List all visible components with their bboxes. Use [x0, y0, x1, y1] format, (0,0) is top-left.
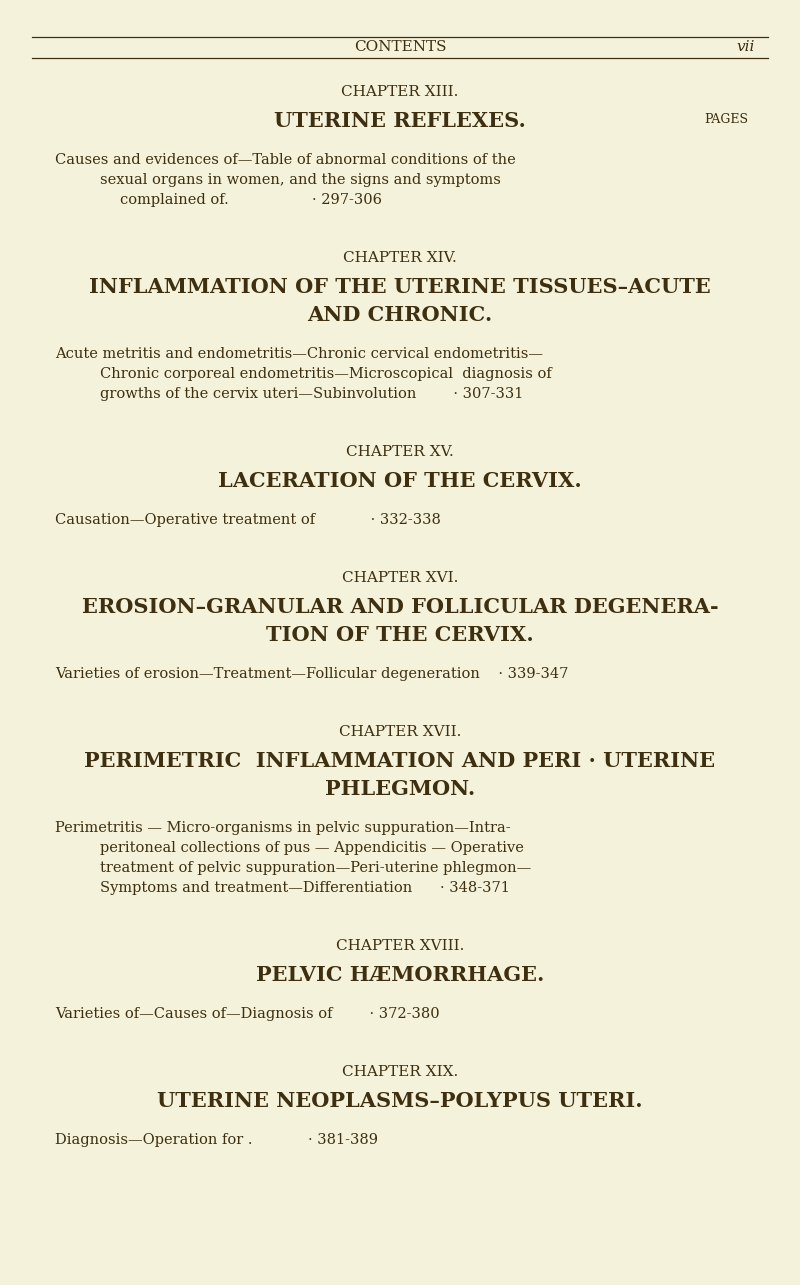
Text: sexual organs in women, and the signs and symptoms: sexual organs in women, and the signs an…: [100, 173, 501, 188]
Text: Causes and evidences of—Table of abnormal conditions of the: Causes and evidences of—Table of abnorma…: [55, 153, 516, 167]
Text: Varieties of erosion—Treatment—Follicular degeneration    · 339-347: Varieties of erosion—Treatment—Follicula…: [55, 667, 568, 681]
Text: Causation—Operative treatment of            · 332-338: Causation—Operative treatment of · 332-3…: [55, 513, 441, 527]
Text: peritoneal collections of pus — Appendicitis — Operative: peritoneal collections of pus — Appendic…: [100, 840, 524, 855]
Text: treatment of pelvic suppuration—Peri-uterine phlegmon—: treatment of pelvic suppuration—Peri-ute…: [100, 861, 531, 875]
Text: TION OF THE CERVIX.: TION OF THE CERVIX.: [266, 625, 534, 645]
Text: CHAPTER XVIII.: CHAPTER XVIII.: [336, 939, 464, 953]
Text: CHAPTER XIII.: CHAPTER XIII.: [342, 85, 458, 99]
Text: AND CHRONIC.: AND CHRONIC.: [307, 305, 493, 325]
Text: UTERINE REFLEXES.: UTERINE REFLEXES.: [274, 111, 526, 131]
Text: Perimetritis — Micro-organisms in pelvic suppuration—Intra-: Perimetritis — Micro-organisms in pelvic…: [55, 821, 510, 835]
Text: PELVIC HÆMORRHAGE.: PELVIC HÆMORRHAGE.: [256, 965, 544, 986]
Text: Acute metritis and endometritis—Chronic cervical endometritis—: Acute metritis and endometritis—Chronic …: [55, 347, 543, 361]
Text: Symptoms and treatment—Differentiation      · 348-371: Symptoms and treatment—Differentiation ·…: [100, 882, 510, 894]
Text: complained of.                  · 297-306: complained of. · 297-306: [120, 193, 382, 207]
Text: growths of the cervix uteri—Subinvolution        · 307-331: growths of the cervix uteri—Subinvolutio…: [100, 387, 523, 401]
Text: PERIMETRIC  INFLAMMATION AND PERI · UTERINE: PERIMETRIC INFLAMMATION AND PERI · UTERI…: [85, 750, 715, 771]
Text: CHAPTER XV.: CHAPTER XV.: [346, 445, 454, 459]
Text: CHAPTER XVI.: CHAPTER XVI.: [342, 571, 458, 585]
Text: CHAPTER XVII.: CHAPTER XVII.: [339, 725, 461, 739]
Text: PHLEGMON.: PHLEGMON.: [325, 779, 475, 799]
Text: Varieties of—Causes of—Diagnosis of        · 372-380: Varieties of—Causes of—Diagnosis of · 37…: [55, 1007, 440, 1022]
Text: LACERATION OF THE CERVIX.: LACERATION OF THE CERVIX.: [218, 472, 582, 491]
Text: EROSION–GRANULAR AND FOLLICULAR DEGENERA-: EROSION–GRANULAR AND FOLLICULAR DEGENERA…: [82, 598, 718, 617]
Text: INFLAMMATION OF THE UTERINE TISSUES–ACUTE: INFLAMMATION OF THE UTERINE TISSUES–ACUT…: [89, 278, 711, 297]
Text: vii: vii: [737, 40, 755, 54]
Text: CONTENTS: CONTENTS: [354, 40, 446, 54]
Text: UTERINE NEOPLASMS–POLYPUS UTERI.: UTERINE NEOPLASMS–POLYPUS UTERI.: [157, 1091, 643, 1112]
Text: Diagnosis—Operation for .            · 381-389: Diagnosis—Operation for . · 381-389: [55, 1133, 378, 1148]
Text: CHAPTER XIV.: CHAPTER XIV.: [343, 251, 457, 265]
Text: PAGES: PAGES: [704, 113, 748, 126]
Text: CHAPTER XIX.: CHAPTER XIX.: [342, 1065, 458, 1079]
Text: Chronic corporeal endometritis—Microscopical  diagnosis of: Chronic corporeal endometritis—Microscop…: [100, 368, 552, 380]
